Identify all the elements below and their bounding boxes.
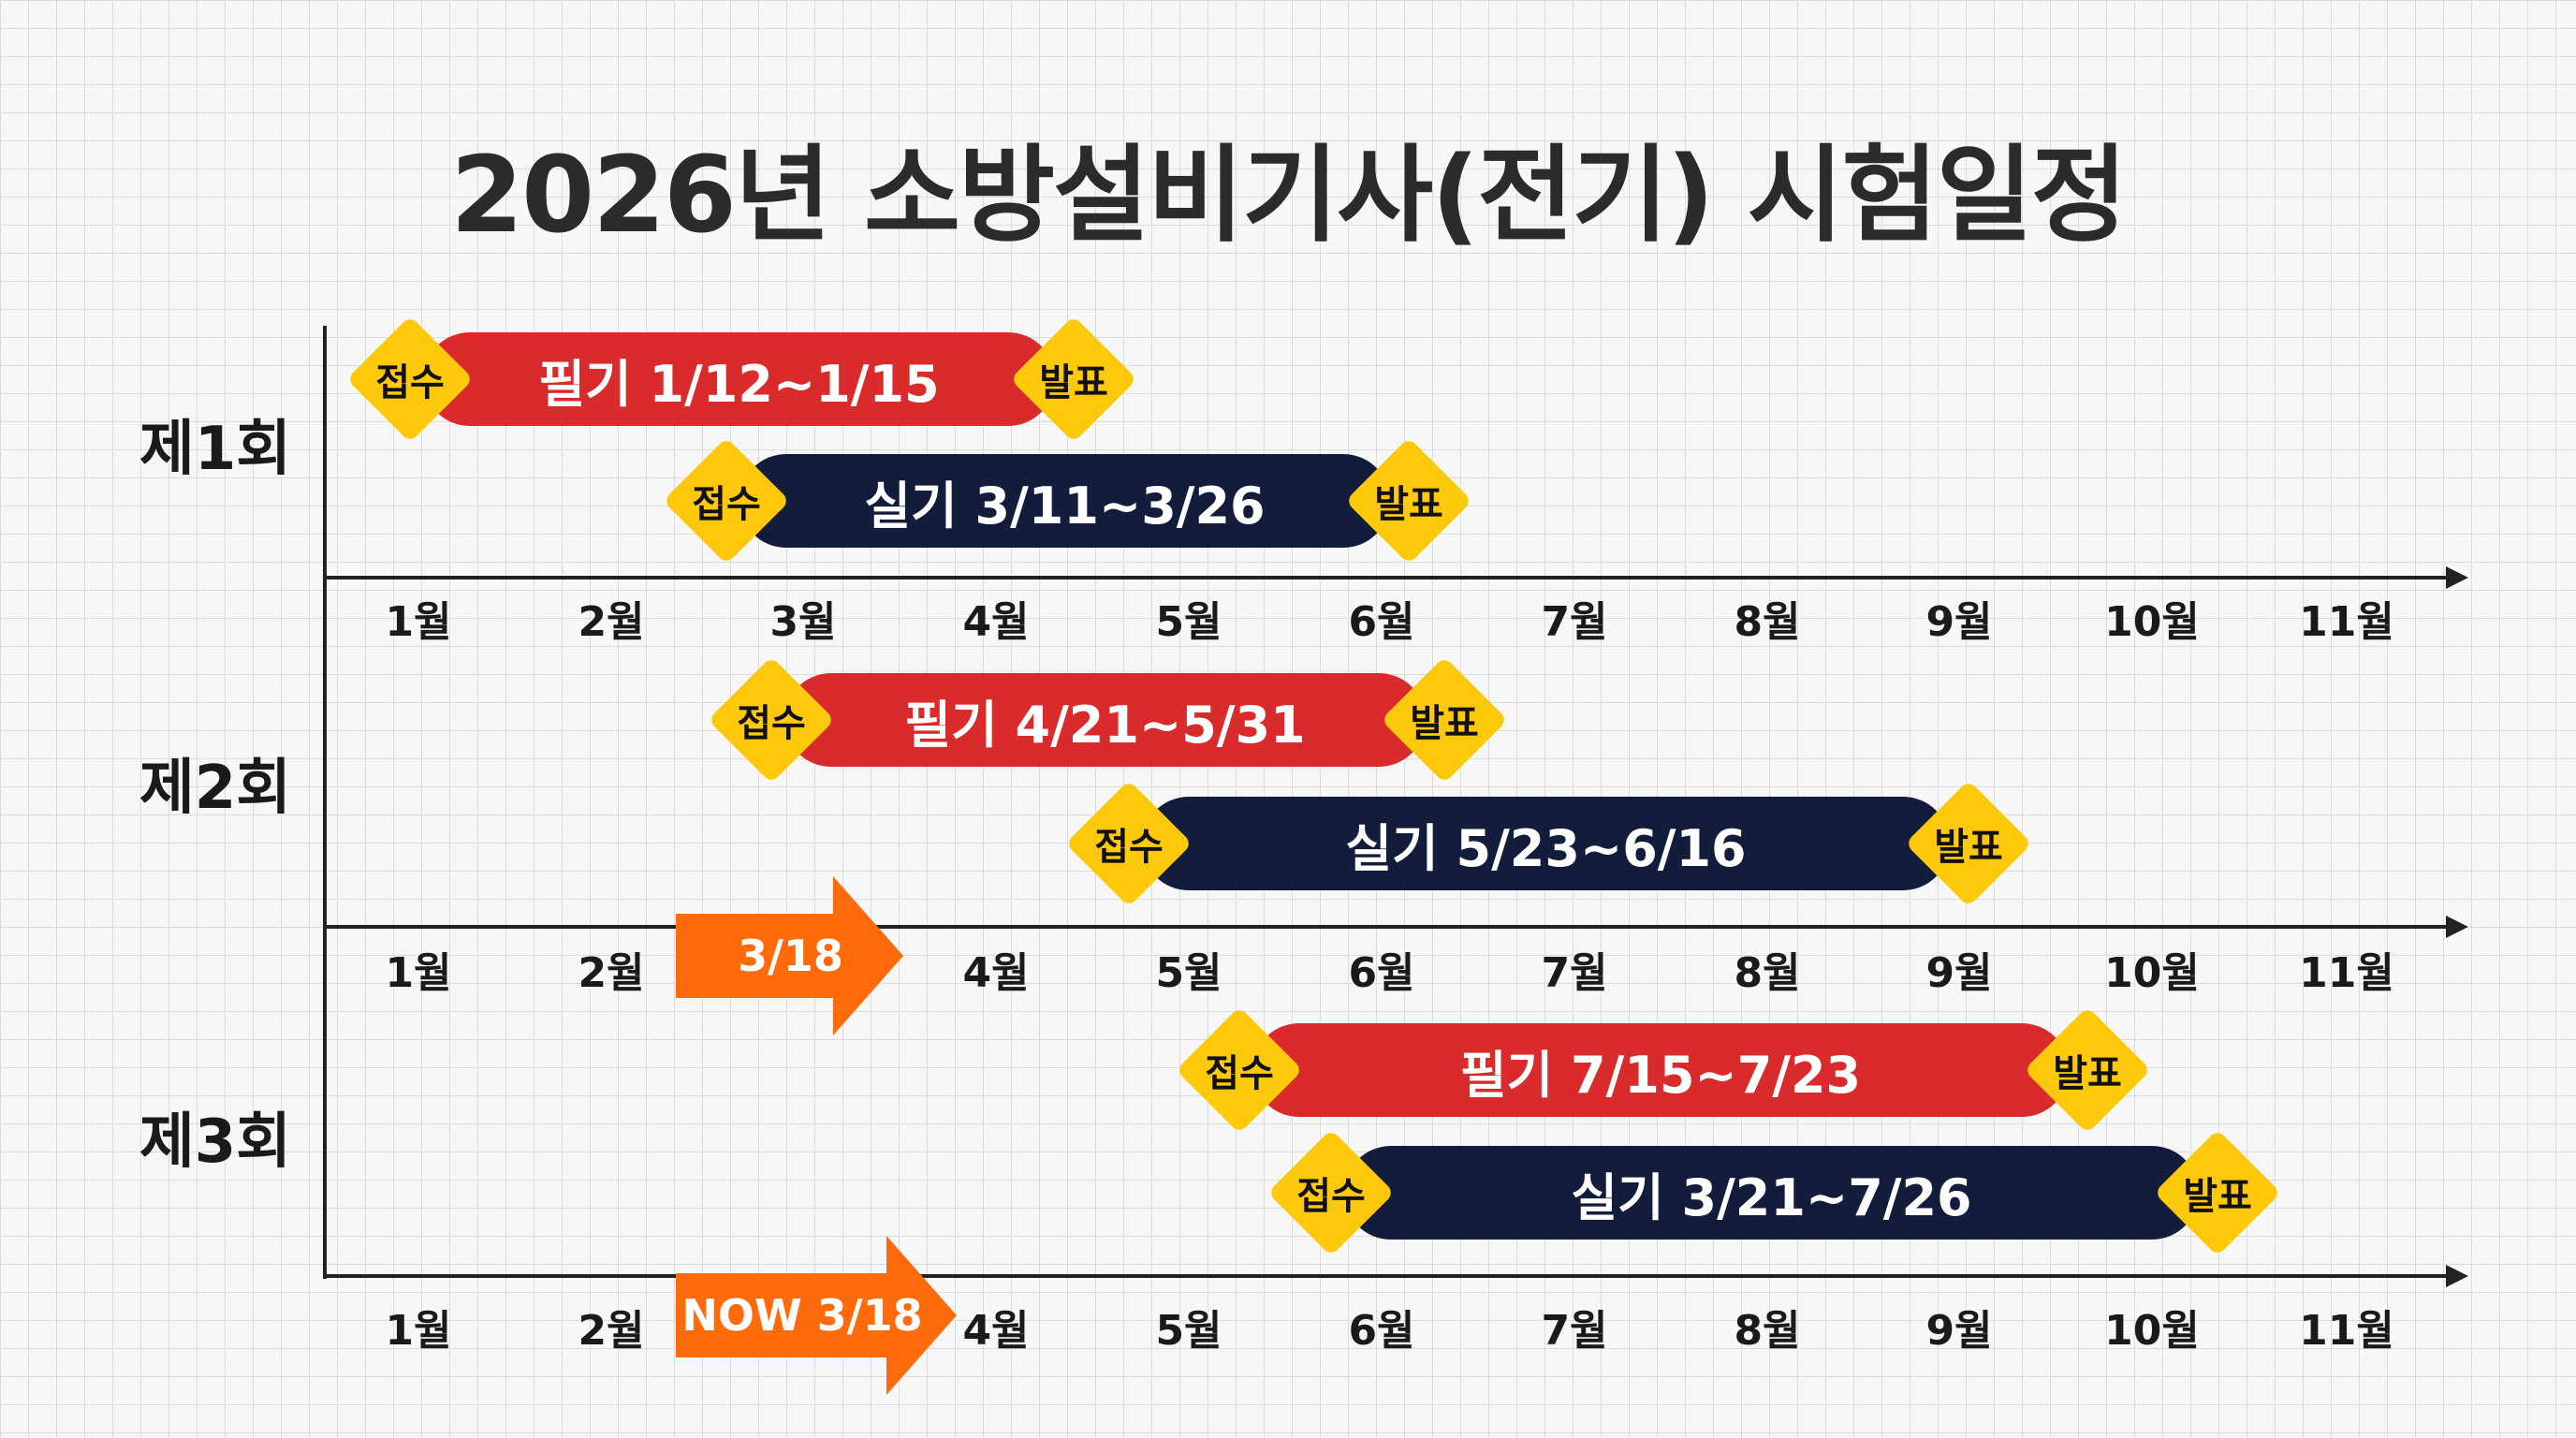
practical-exam-bar-round-2: 실기 5/23~6/16: [1142, 797, 1950, 890]
registration-marker: 접수: [345, 315, 475, 444]
month-label: 1월: [385, 949, 452, 997]
month-label: 7월: [1541, 1307, 1608, 1355]
month-label: 7월: [1541, 949, 1608, 997]
month-label: 7월: [1541, 598, 1608, 646]
month-label: 10월: [2104, 1307, 2200, 1355]
month-label: 6월: [1348, 598, 1415, 646]
month-label: 9월: [1925, 1307, 1993, 1355]
month-label: 11월: [2299, 1307, 2394, 1355]
month-label: 3월: [769, 598, 837, 646]
timeline-axis-1: [323, 566, 2468, 589]
month-label: 10월: [2104, 598, 2200, 646]
registration-marker: 접수: [662, 436, 791, 565]
announcement-marker: 발표: [1009, 315, 1138, 444]
month-label: 6월: [1348, 949, 1415, 997]
month-label: 5월: [1155, 949, 1222, 997]
announcement-marker: 발표: [1380, 655, 1509, 785]
written-exam-bar-round-1: 필기 1/12~1/15: [423, 332, 1055, 426]
round-label-3: 제3회: [139, 1108, 292, 1177]
month-label: 8월: [1734, 949, 1801, 997]
registration-marker: 접수: [1266, 1128, 1396, 1257]
round-label-1: 제1회: [139, 415, 292, 484]
timeline-axis-3: [323, 1265, 2468, 1287]
month-label: 10월: [2104, 949, 2200, 997]
registration-marker: 접수: [1064, 779, 1193, 908]
month-label: 1월: [385, 598, 452, 646]
announcement-marker: 발표: [2023, 1005, 2152, 1135]
month-label: 2월: [578, 949, 645, 997]
practical-exam-bar-round-1: 실기 3/11~3/26: [739, 454, 1390, 548]
written-exam-bar-round-3: 필기 7/15~7/23: [1252, 1023, 2069, 1117]
month-label: 2월: [578, 1307, 645, 1355]
timeline-axis-2: [323, 916, 2468, 938]
month-label: 11월: [2299, 949, 2394, 997]
announcement-marker: 발표: [2153, 1128, 2282, 1257]
month-label: 2월: [578, 598, 645, 646]
announcement-marker: 발표: [1904, 779, 2033, 908]
round-label-2: 제2회: [139, 754, 292, 823]
month-label: 11월: [2299, 598, 2394, 646]
month-label: 4월: [962, 949, 1030, 997]
month-label: 5월: [1155, 598, 1222, 646]
registration-marker: 접수: [1175, 1005, 1304, 1135]
page-title: 2026년 소방설비기사(전기) 시험일정: [450, 135, 2128, 257]
month-label: 6월: [1348, 1307, 1415, 1355]
vertical-axis: [323, 326, 327, 1279]
month-label: 5월: [1155, 1307, 1222, 1355]
practical-exam-bar-round-3: 실기 3/21~7/26: [1344, 1146, 2199, 1240]
current-date-label: 3/18: [738, 931, 843, 981]
month-label: 4월: [962, 598, 1030, 646]
month-label: 9월: [1925, 598, 1993, 646]
month-label: 8월: [1734, 598, 1801, 646]
now-date-label: NOW 3/18: [681, 1290, 923, 1341]
month-label: 4월: [962, 1307, 1030, 1355]
month-label: 1월: [385, 1307, 452, 1355]
now-arrow: NOW 3/18: [676, 1236, 957, 1395]
registration-marker: 접수: [707, 655, 836, 785]
written-exam-bar-round-2: 필기 4/21~5/31: [784, 673, 1426, 767]
current-date-arrow: 3/18: [676, 876, 903, 1035]
month-label: 9월: [1925, 949, 1993, 997]
announcement-marker: 발표: [1344, 436, 1473, 565]
month-label: 8월: [1734, 1307, 1801, 1355]
